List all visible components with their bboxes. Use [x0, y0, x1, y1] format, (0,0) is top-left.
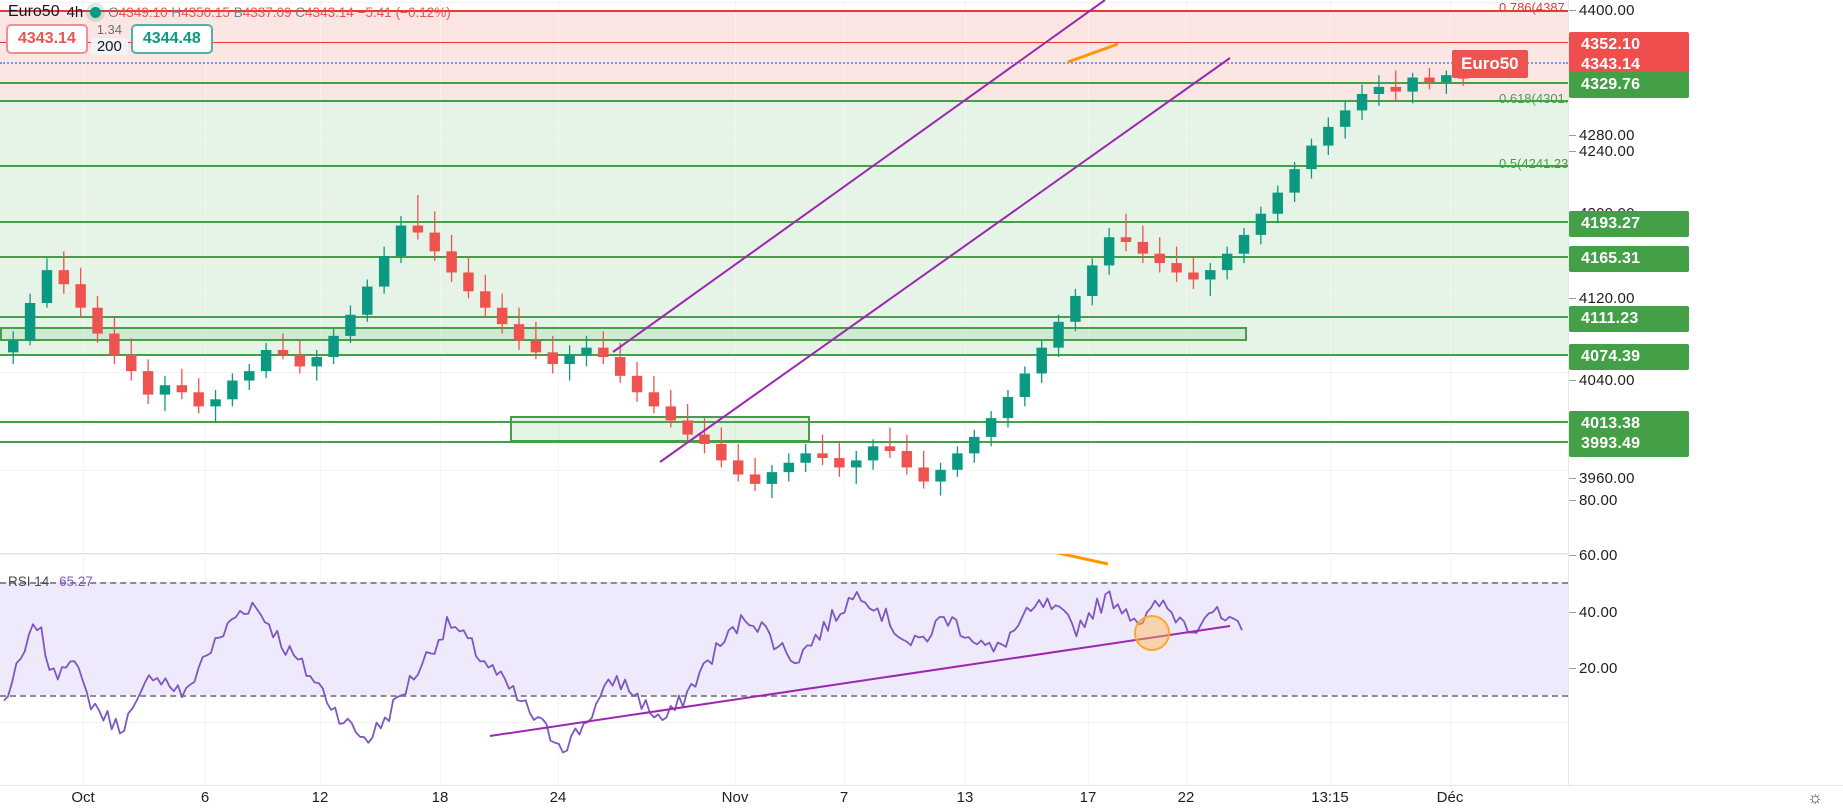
spread-indicator: 1.34 200 — [90, 22, 128, 56]
price-level-4329-line — [0, 82, 1568, 84]
fib-level-0618-line — [0, 100, 1568, 102]
fib-label-0618: 0.618(4301.40) — [1499, 91, 1568, 106]
ohlc-high-value: 4350.15 — [181, 4, 230, 20]
ohlc-close-key: C — [295, 4, 306, 20]
ohlc-change-pct: (−0.12%) — [395, 4, 451, 20]
time-axis-tick: 13:15 — [1311, 789, 1349, 806]
price-axis[interactable]: 4400.004280.004240.004200.004120.004040.… — [1568, 0, 1843, 785]
price-axis-tick: 4040.00 — [1579, 372, 1635, 389]
time-axis-tick: 22 — [1177, 789, 1195, 806]
fib-level-0786-line — [0, 10, 1568, 12]
price-pane[interactable]: 0.786(4387.06) 0.618(4301.40) 0.5(4241.2… — [0, 0, 1568, 552]
chart-legend: Euro50 4h O4349.10 H4350.15 B4337.09 C43… — [8, 3, 451, 21]
rsi-legend: RSI 14 65.27 — [8, 574, 93, 589]
lot-size-value[interactable]: 200 — [90, 37, 128, 56]
rsi-legend-name: RSI — [8, 574, 31, 589]
candlestick-series — [8, 0, 1469, 498]
quote-row: 4343.14 1.34 200 4344.48 — [6, 22, 213, 56]
bearish-divergence-rsi — [1055, 554, 1109, 566]
price-axis-tick: 4400.00 — [1579, 2, 1635, 19]
rsi-breakdown-circle — [1134, 615, 1170, 651]
time-axis-tick: 13 — [956, 789, 974, 806]
fib-label-0786: 0.786(4387.06) — [1499, 0, 1568, 15]
gear-icon[interactable]: ☼ — [1807, 788, 1823, 807]
time-axis[interactable]: Oct 6 12 18 24 Nov 7 13 17 22 13:15 Déc ☼ — [0, 785, 1843, 810]
symbol-price-tag: Euro50 — [1452, 50, 1528, 78]
rsi-axis-tick: 20.00 — [1579, 660, 1618, 677]
market-open-dot — [90, 6, 102, 18]
price-level-4352-line — [0, 42, 1568, 43]
rsi-axis-tick: 40.00 — [1579, 604, 1618, 621]
fib-level-05-line — [0, 165, 1568, 167]
rsi-series — [3, 554, 1243, 754]
rsi-axis-tick: 60.00 — [1579, 547, 1618, 564]
rsi-band — [0, 582, 1568, 695]
time-axis-tick: 12 — [311, 789, 329, 806]
ask-price-line — [0, 62, 1568, 64]
ohlc-high-key: H — [171, 4, 182, 20]
price-level-badge[interactable]: 4013.38 — [1569, 411, 1689, 437]
ohlc-open-value: 4349.10 — [118, 4, 168, 20]
ohlc-low-value: 4337.09 — [242, 4, 292, 20]
price-level-4074-line — [0, 354, 1568, 356]
price-level-4165-line — [0, 256, 1568, 258]
price-axis-tick: 4120.00 — [1579, 290, 1635, 307]
ohlc-close-value: 4343.14 — [305, 4, 354, 20]
rsi-axis-tick: 80.00 — [1579, 492, 1618, 509]
support-zone — [0, 100, 1568, 354]
fib-label-05: 0.5(4241.23) — [1499, 156, 1568, 171]
ohlc-open-key: O — [108, 4, 119, 20]
price-level-badge[interactable]: 4165.31 — [1569, 246, 1689, 272]
bearish-divergence-price — [1067, 42, 1119, 64]
time-axis-tick: Oct — [71, 789, 95, 806]
price-level-badge[interactable]: 4193.27 — [1569, 211, 1689, 237]
ohlc-change: −5.41 — [357, 4, 392, 20]
time-axis-tick: 18 — [431, 789, 449, 806]
time-axis-tick: 17 — [1079, 789, 1097, 806]
legend-timeframe[interactable]: 4h — [66, 3, 84, 21]
price-level-badge[interactable]: 4074.39 — [1569, 344, 1689, 370]
price-level-badge[interactable]: 4329.76 — [1569, 72, 1689, 98]
legend-ohlc: O4349.10 H4350.15 B4337.09 C4343.14 −5.4… — [108, 5, 450, 20]
price-axis-tick: 4280.00 — [1579, 127, 1635, 144]
spread-value: 1.34 — [96, 22, 123, 37]
rsi-support-trendline — [489, 625, 1231, 737]
bid-price-button[interactable]: 4343.14 — [6, 24, 88, 55]
rsi-pane[interactable]: RSI 14 65.27 — [0, 553, 1568, 785]
time-axis-tick: Déc — [1436, 789, 1464, 806]
supply-box-right[interactable] — [0, 327, 1247, 341]
time-axis-tick: Nov — [721, 789, 749, 806]
price-level-badge[interactable]: 4111.23 — [1569, 306, 1689, 332]
rsi-legend-value: 65.27 — [59, 574, 93, 589]
rsi-oversold-line — [0, 695, 1568, 697]
resistance-zone — [0, 10, 1568, 100]
time-axis-tick: 7 — [839, 789, 849, 806]
ask-price-button[interactable]: 4344.48 — [130, 24, 213, 55]
ohlc-low-key: B — [233, 4, 243, 20]
rsi-overbought-line — [0, 582, 1568, 584]
time-axis-tick: 24 — [549, 789, 567, 806]
price-axis-tick: 4240.00 — [1579, 143, 1635, 160]
price-level-3993-line — [0, 441, 1568, 443]
rising-channel-upper — [612, 0, 1106, 353]
rising-channel-lower — [659, 57, 1231, 463]
price-level-badge[interactable]: 3993.49 — [1569, 431, 1689, 457]
rsi-legend-period: 14 — [34, 574, 50, 589]
legend-symbol[interactable]: Euro50 — [8, 3, 60, 20]
price-level-4111-line — [0, 316, 1568, 318]
price-level-4013-line — [0, 421, 1568, 423]
price-level-4193-line — [0, 221, 1568, 223]
price-axis-tick: 3960.00 — [1579, 470, 1635, 487]
demand-box-lower[interactable] — [510, 416, 810, 442]
time-axis-tick: 6 — [200, 789, 210, 806]
